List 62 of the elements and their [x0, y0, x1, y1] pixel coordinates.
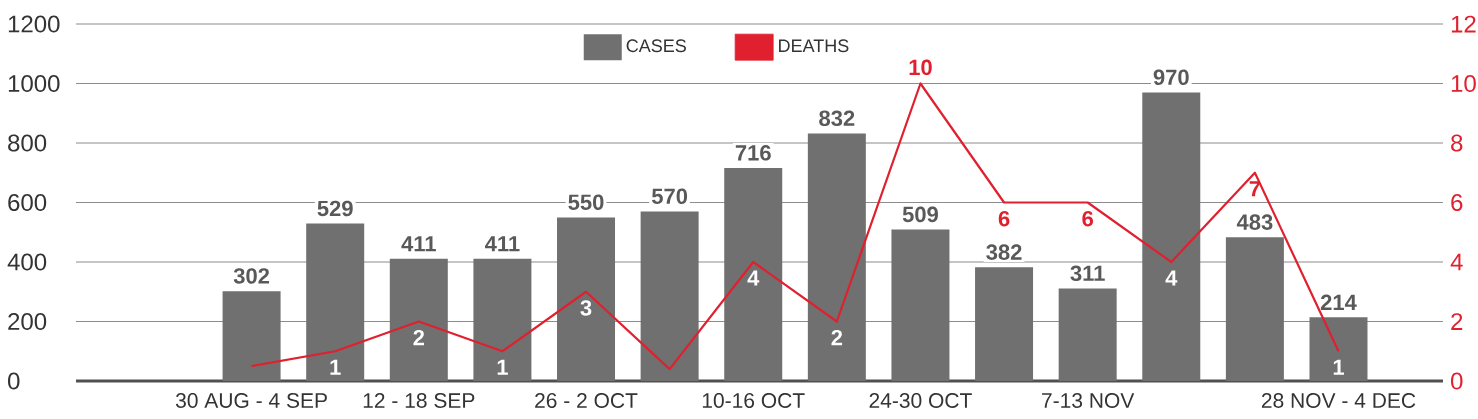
data-label: 483: [1236, 214, 1273, 230]
bar: [473, 258, 532, 381]
bar: [724, 167, 783, 381]
y2-tick-label: 8: [1451, 134, 1463, 152]
y-tick-label: 400: [7, 253, 47, 271]
bar: [222, 291, 281, 381]
data-label: 550: [568, 194, 604, 210]
data-label: 970: [1153, 69, 1189, 86]
y-tick-label: 1000: [8, 75, 60, 92]
data-label: 3: [580, 300, 592, 316]
bar: [1309, 317, 1368, 381]
data-label: 6: [998, 210, 1010, 227]
bar: [1058, 288, 1117, 381]
bar: [389, 258, 448, 381]
data-label: 4: [1165, 270, 1178, 286]
bar: [640, 211, 699, 381]
x-tick-label: 30 AUG - 4 SEP: [175, 393, 327, 408]
y-tick-label: 600: [8, 194, 47, 211]
bar: [1225, 237, 1284, 381]
y2-tick-label: 6: [1451, 194, 1463, 211]
data-label: 2: [831, 329, 843, 346]
bar: [557, 217, 616, 381]
y2-tick-label: 4: [1450, 253, 1463, 271]
x-tick-label: 12 - 18 SEP: [363, 393, 475, 408]
data-label: 411: [401, 236, 436, 252]
data-label: 2: [413, 329, 425, 346]
data-label: 1: [330, 359, 341, 375]
data-label: 6: [1082, 210, 1093, 227]
data-label: 570: [651, 188, 688, 205]
data-label: 529: [317, 200, 353, 217]
y-tick-label: 0: [8, 372, 20, 390]
data-label: 832: [819, 110, 855, 127]
data-label: 302: [233, 268, 270, 284]
y2-tick-label: 10: [1451, 75, 1476, 92]
x-tick-label: 24-30 OCT: [869, 393, 972, 408]
data-label: 1: [1333, 359, 1344, 375]
y2-tick-label: 12: [1451, 15, 1476, 33]
x-tick-label: 10-16 OCT: [702, 393, 805, 408]
y2-tick-label: 0: [1451, 372, 1463, 390]
bar: [807, 133, 866, 381]
data-label: 214: [1320, 294, 1357, 310]
data-label: 411: [485, 236, 520, 252]
data-label: 382: [986, 244, 1022, 260]
x-tick-label: 7-13 NOV: [1042, 393, 1135, 408]
bar: [306, 223, 365, 381]
bar: [1142, 92, 1201, 381]
bar: [891, 229, 950, 381]
data-label: 716: [735, 145, 771, 161]
x-tick-label: 26 - 2 OCT: [535, 393, 638, 408]
bar: [975, 267, 1034, 381]
legend-label: CASES: [626, 39, 686, 53]
y-tick-label: 200: [8, 313, 47, 330]
data-label: 509: [902, 206, 938, 223]
x-tick-label: 28 NOV - 4 DEC: [1261, 393, 1416, 408]
data-label: 311: [1070, 265, 1105, 282]
y2-tick-label: 2: [1451, 313, 1463, 330]
legend-label: DEATHS: [779, 39, 849, 53]
data-label: 10: [909, 59, 932, 76]
data-label: 4: [747, 270, 760, 286]
data-label: 1: [497, 359, 508, 375]
y-tick-label: 1200: [8, 15, 60, 33]
y-tick-label: 800: [8, 134, 47, 152]
